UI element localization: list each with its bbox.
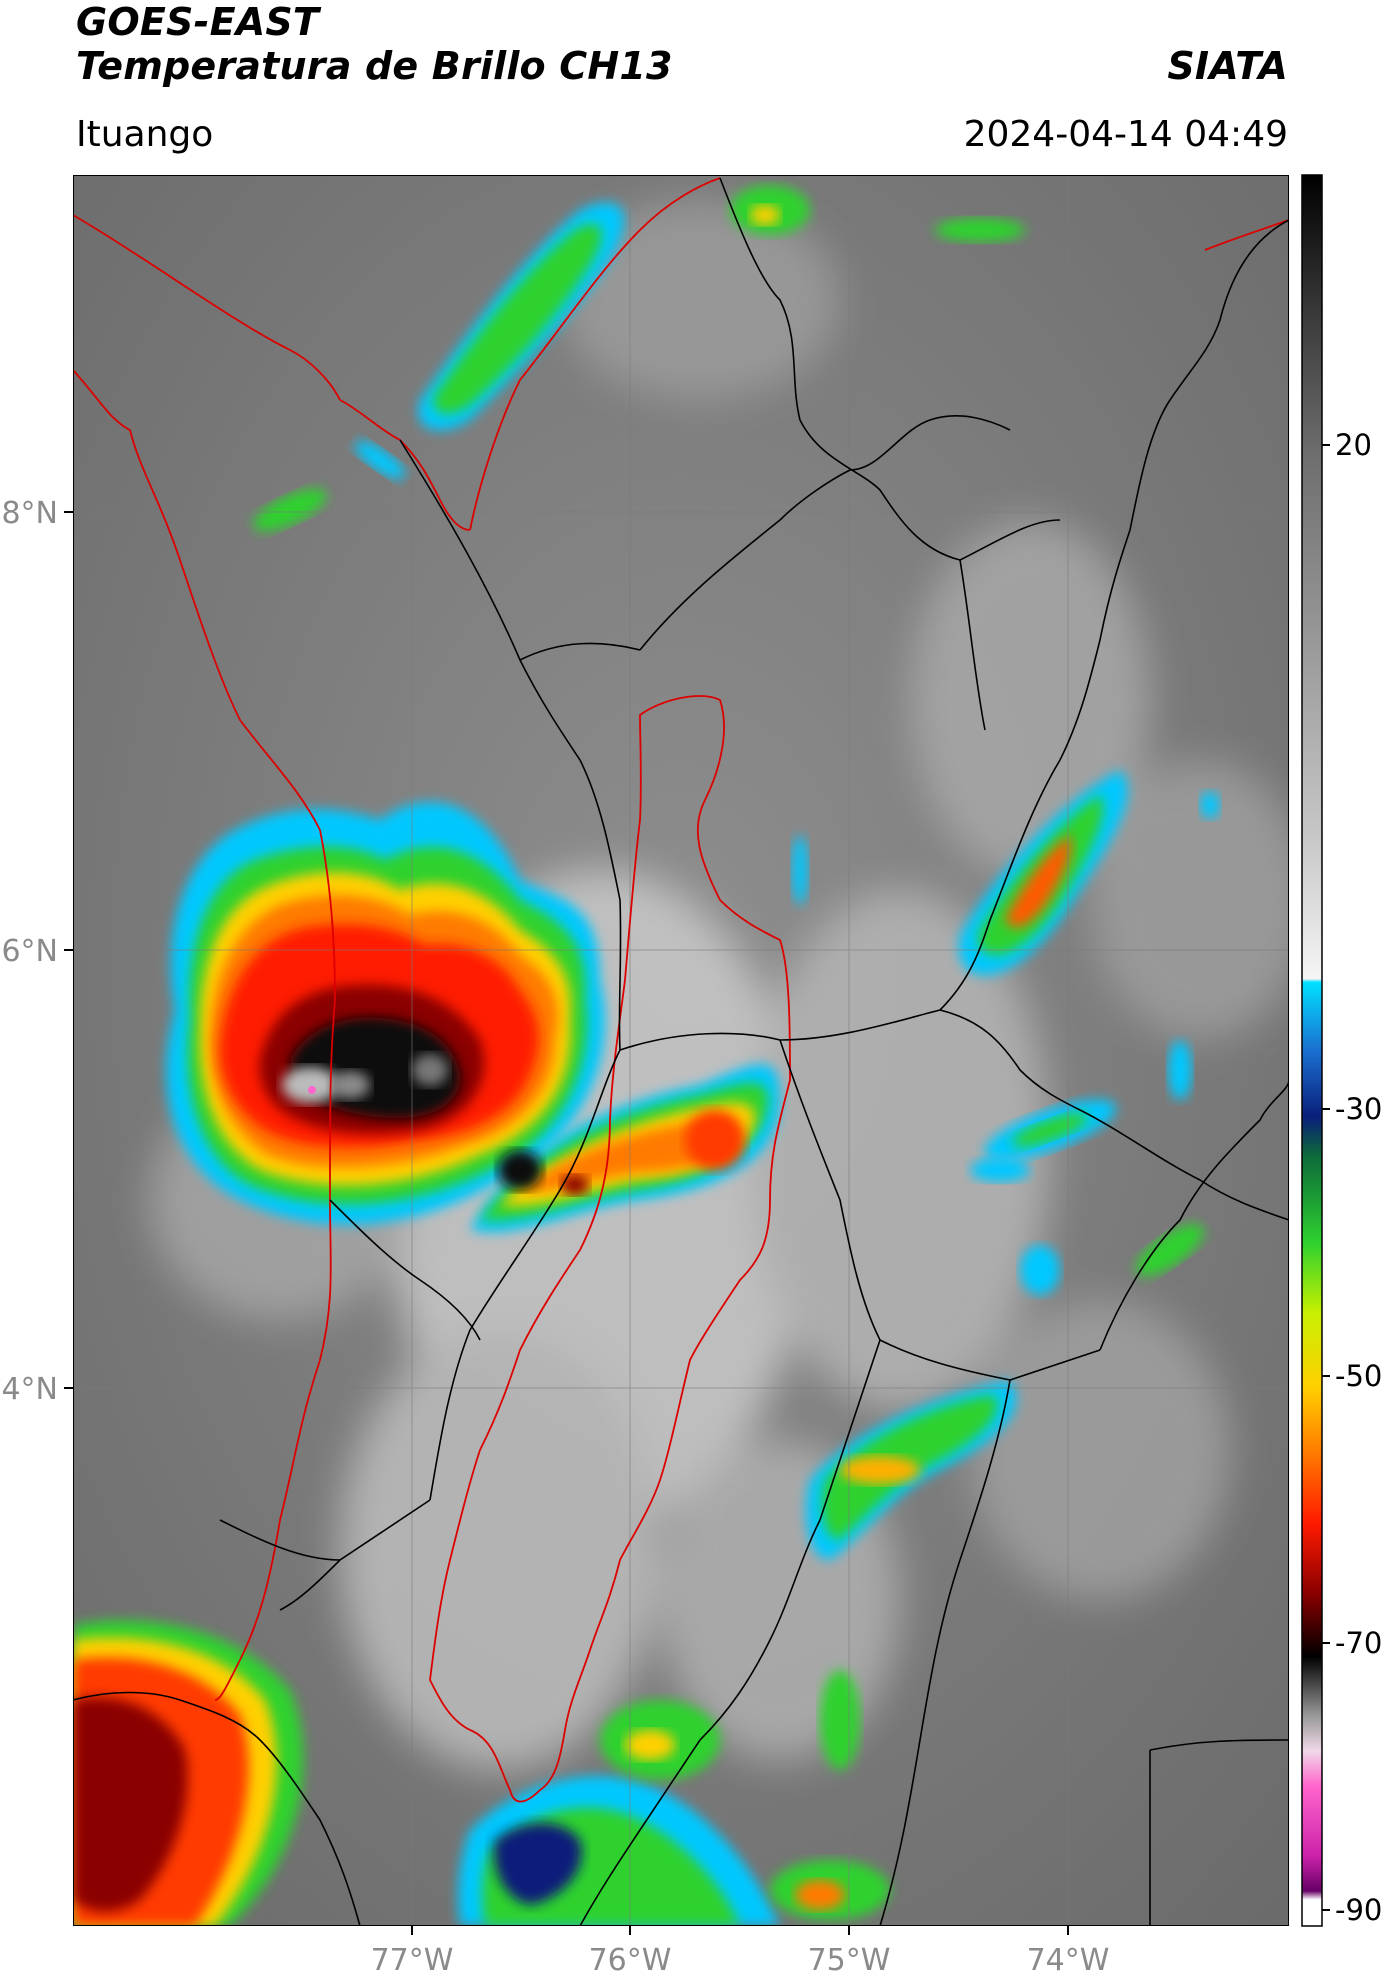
title-line-1: GOES-EAST bbox=[76, 0, 320, 44]
storm-main bbox=[166, 802, 606, 1225]
lon-label-77w: 77°W bbox=[371, 1943, 454, 1978]
graticule bbox=[73, 175, 1289, 1926]
latitude-axis: 8°N 6°N 4°N bbox=[1, 496, 73, 1407]
colorbar-tick-minus50: -50 bbox=[1335, 1359, 1382, 1393]
colorbar-tick-20: 20 bbox=[1335, 428, 1372, 462]
lon-label-74w: 74°W bbox=[1027, 1943, 1110, 1978]
brand-label: SIATA bbox=[1167, 44, 1288, 88]
title-line-2: Temperatura de Brillo CH13 bbox=[76, 44, 673, 88]
colorbar-tick-minus90: -90 bbox=[1335, 1893, 1382, 1927]
lat-label-4n: 4°N bbox=[1, 1372, 58, 1407]
colorbar-tick-minus30: -30 bbox=[1335, 1092, 1382, 1126]
location-label: Ituango bbox=[76, 114, 214, 155]
storm-cells-east bbox=[792, 791, 1220, 1295]
colorbar-bar bbox=[1301, 174, 1323, 1927]
colorbar-tick-minus70: -70 bbox=[1335, 1626, 1382, 1660]
datetime-label: 2024-04-14 04:49 bbox=[963, 114, 1288, 155]
storm-northeast bbox=[958, 770, 1128, 976]
storm-southeast bbox=[806, 1380, 1017, 1560]
colorbar: 20 -30 -50 -70 -90 bbox=[1301, 174, 1382, 1927]
lat-label-6n: 6°N bbox=[1, 934, 58, 969]
lat-label-8n: 8°N bbox=[1, 496, 58, 531]
department-borders bbox=[73, 177, 1289, 1926]
longitude-axis: 77°W 76°W 75°W 74°W bbox=[371, 1926, 1110, 1978]
lon-label-75w: 75°W bbox=[808, 1943, 891, 1978]
map-imagery bbox=[73, 175, 1289, 1926]
storm-southwest bbox=[73, 1620, 304, 1926]
country-borders bbox=[73, 177, 1289, 1803]
storm-band-east bbox=[470, 1064, 780, 1233]
storm-north-coast bbox=[253, 185, 1025, 532]
lon-label-76w: 76°W bbox=[589, 1943, 672, 1978]
